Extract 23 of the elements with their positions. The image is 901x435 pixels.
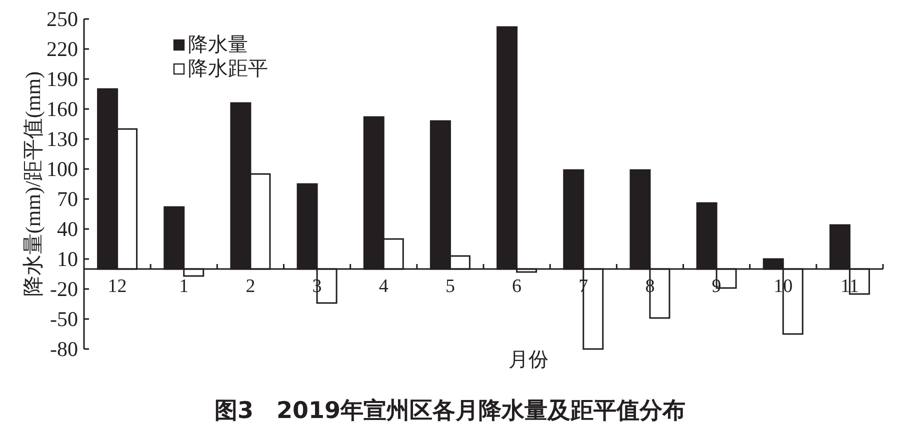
text: 图3 2019年宣州区各月降水量及距平值分布 <box>214 397 686 424</box>
y-tick-label: 250 <box>46 7 78 31</box>
y-tick-label: 190 <box>46 67 78 91</box>
y-tick-label: 70 <box>57 187 78 211</box>
x-tick-label: 2 <box>246 276 256 297</box>
y-tick-label: 40 <box>57 217 78 241</box>
x-tick-label: 5 <box>445 276 455 297</box>
x-tick-label: 4 <box>378 276 389 297</box>
y-tick-label: 10 <box>57 247 78 271</box>
x-axis-title: 月份 <box>508 349 548 371</box>
legend-label: 降水量 <box>188 34 248 56</box>
x-tick-label: 1 <box>179 276 189 297</box>
y-axis-title: 降水量(mm)/距平值(mm) <box>21 71 45 297</box>
y-tick-label: 160 <box>46 97 78 121</box>
y-tick-label: 100 <box>46 157 78 181</box>
legend-label: 降水距平 <box>188 58 268 80</box>
y-tick-label: -20 <box>50 277 78 301</box>
y-tick-label: 220 <box>46 37 78 61</box>
y-tick-label: 130 <box>46 127 78 151</box>
x-tick-label: 6 <box>512 276 522 297</box>
x-tick-label: 12 <box>108 276 127 297</box>
y-tick-label: -50 <box>50 307 78 331</box>
y-tick-label: -80 <box>50 337 78 361</box>
